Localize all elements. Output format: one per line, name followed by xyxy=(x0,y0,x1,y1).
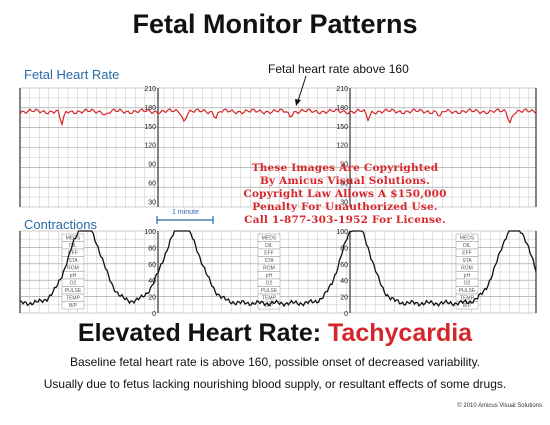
side-label: MEDS xyxy=(66,236,81,242)
side-label: STA xyxy=(462,258,472,264)
condition-heading: Elevated Heart Rate: Tachycardia xyxy=(0,319,550,348)
side-label: pH xyxy=(266,273,273,279)
side-label: DIL xyxy=(463,243,471,249)
contraction-tick-label: 0 xyxy=(152,311,156,318)
side-label: pH xyxy=(464,273,471,279)
side-label: TEMP xyxy=(262,296,277,302)
contraction-tick-label: 20 xyxy=(340,295,348,302)
fhr-tick-label: 60 xyxy=(148,180,156,187)
copyright-text: © 2010 Amicus Visual Solutions xyxy=(457,403,542,409)
contraction-tick-label: 20 xyxy=(148,295,156,302)
side-label: TEMP xyxy=(66,296,81,302)
side-label: EFF xyxy=(68,251,77,257)
contractions-trace xyxy=(19,230,537,308)
contraction-tick-label: 0 xyxy=(344,311,348,318)
annotation-arrowhead xyxy=(295,99,301,106)
side-label: PULSE xyxy=(261,288,278,294)
contraction-tick-label: 80 xyxy=(148,245,156,252)
contraction-tick-label: 100 xyxy=(336,229,348,236)
side-label: ROM xyxy=(461,266,473,272)
fhr-tick-label: 60 xyxy=(340,180,348,187)
fhr-tick-label: 30 xyxy=(148,199,156,206)
side-label: MEDS xyxy=(460,236,475,242)
description-line-2: Usually due to fetus lacking nourishing … xyxy=(43,377,507,391)
contraction-tick-label: 40 xyxy=(340,278,348,285)
fhr-tick-label: 210 xyxy=(336,86,348,93)
side-label-boxes: MEDSDILEFFSTAROMpHO2PULSETEMPB/PMEDSDILE… xyxy=(61,233,479,310)
side-label: DIL xyxy=(69,243,77,249)
side-label: PULSE xyxy=(65,288,82,294)
contraction-tick-label: 80 xyxy=(340,245,348,252)
fhr-grid xyxy=(19,87,537,208)
watermark-line: By Amicus Visual Solutions. xyxy=(259,175,431,187)
fhr-tick-label: 150 xyxy=(336,124,348,131)
watermark-line: Copyright Law Allows A $150,000 xyxy=(243,188,447,200)
contractions-label: Contractions xyxy=(24,217,97,232)
side-label-box xyxy=(455,301,479,310)
fhr-tick-label: 180 xyxy=(336,105,348,112)
contractions-tick-labels: 100 80 60 40 20 0 100 80 60 40 20 0 xyxy=(144,229,348,318)
side-label: DIL xyxy=(265,243,273,249)
side-label: ROM xyxy=(263,266,275,272)
watermark-line: Penalty For Unauthorized Use. xyxy=(252,201,438,213)
side-label: STA xyxy=(68,258,78,264)
side-label: TEMP xyxy=(460,296,475,302)
side-label: B/P xyxy=(69,303,78,309)
side-label-box xyxy=(61,301,85,310)
fhr-tick-label: 90 xyxy=(148,162,156,169)
heading-highlight: Tachycardia xyxy=(328,319,473,347)
fhr-tick-label: 30 xyxy=(340,199,348,206)
side-label: O2 xyxy=(464,281,471,287)
side-label: pH xyxy=(70,273,77,279)
description-line-1: Baseline fetal heart rate is above 160, … xyxy=(69,355,481,369)
side-label: B/P xyxy=(463,303,472,309)
fhr-tick-label: 120 xyxy=(336,143,348,150)
fhr-tick-label: 210 xyxy=(144,86,156,93)
fhr-tick-label: 90 xyxy=(340,162,348,169)
side-label: O2 xyxy=(70,281,77,287)
fhr-trace xyxy=(19,108,537,127)
annotation-arrow xyxy=(297,75,307,102)
fhr-tick-label: 120 xyxy=(144,143,156,150)
contraction-tick-label: 60 xyxy=(340,262,348,269)
watermark-line: These Images Are Copyrighted xyxy=(251,162,439,174)
minute-marker xyxy=(156,216,214,224)
side-label: ROM xyxy=(67,266,79,272)
side-label: PULSE xyxy=(459,288,476,294)
fhr-tick-labels: 210 180 150 120 90 60 30 210 180 150 120 90 60 30 xyxy=(144,86,348,206)
fhr-label: Fetal Heart Rate xyxy=(24,67,120,82)
contraction-tick-label: 100 xyxy=(144,229,156,236)
heading-prefix: Elevated Heart Rate: xyxy=(77,319,329,347)
side-label: STA xyxy=(264,258,274,264)
contraction-tick-label: 40 xyxy=(148,278,156,285)
page-title: Fetal Monitor Patterns xyxy=(132,9,418,39)
watermark: These Images Are Copyrighted By Amicus V… xyxy=(230,162,460,227)
side-label: MEDS xyxy=(262,236,277,242)
fhr-tick-label: 180 xyxy=(144,105,156,112)
side-label: EFF xyxy=(462,251,471,257)
contraction-tick-label: 60 xyxy=(148,262,156,269)
annotation-text: Fetal heart rate above 160 xyxy=(268,62,409,76)
minute-label: 1 minute xyxy=(172,209,199,216)
side-label: EFF xyxy=(264,251,273,257)
side-label: O2 xyxy=(266,281,273,287)
watermark-line: Call 1-877-303-1952 For License. xyxy=(244,214,446,226)
fhr-tick-label: 150 xyxy=(144,124,156,131)
